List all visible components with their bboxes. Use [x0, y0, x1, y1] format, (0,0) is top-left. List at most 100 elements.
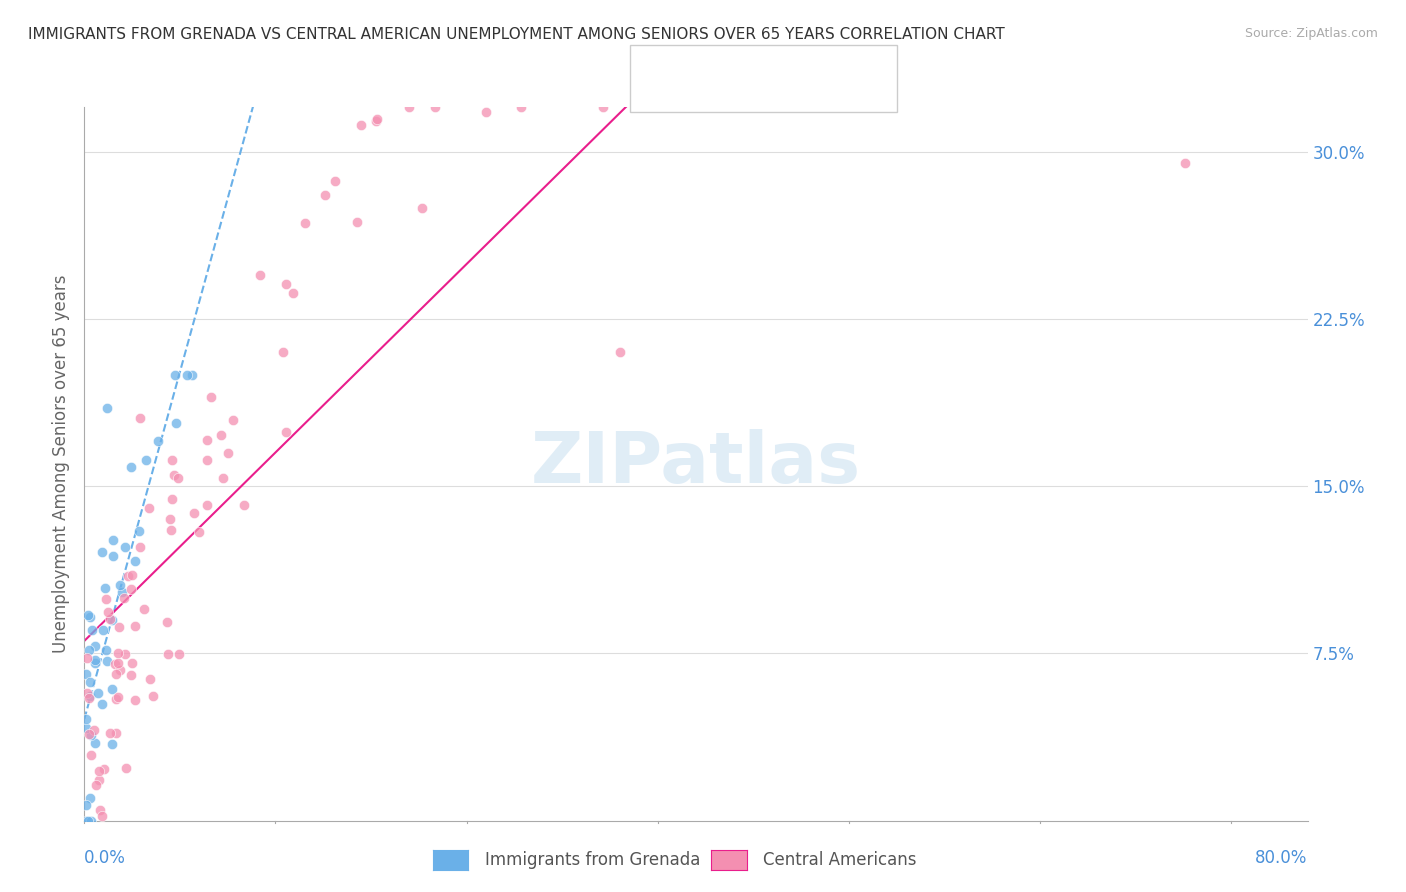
Point: [79, 675, 101, 690]
Point: [323, 174, 346, 188]
Text: 80.0%: 80.0%: [1256, 849, 1308, 867]
Point: [139, 672, 162, 686]
Text: Immigrants from Grenada: Immigrants from Grenada: [485, 851, 700, 869]
Point: [120, 582, 142, 596]
Point: [281, 285, 304, 300]
Point: [79, 609, 101, 624]
Point: [76, 686, 98, 700]
Point: [93, 762, 115, 776]
Point: [315, 187, 337, 202]
Point: [509, 100, 531, 114]
Point: [101, 737, 124, 751]
Point: [77, 642, 100, 657]
Point: [77, 814, 100, 828]
Point: [160, 523, 183, 537]
Point: [89, 803, 111, 817]
Point: [96, 654, 118, 668]
Point: [87, 764, 110, 779]
Point: [124, 693, 146, 707]
Point: [188, 525, 211, 540]
Point: [134, 602, 156, 616]
Point: [138, 500, 160, 515]
Point: [249, 268, 271, 283]
Point: [167, 471, 190, 485]
Point: [83, 639, 105, 653]
Point: [76, 650, 98, 665]
Point: [101, 613, 124, 627]
Text: R = 0.387  N = 44: R = 0.387 N = 44: [692, 58, 844, 76]
Y-axis label: Unemployment Among Seniors over 65 years: Unemployment Among Seniors over 65 years: [52, 275, 70, 653]
Point: [183, 506, 205, 520]
Point: [75, 721, 97, 735]
Point: [155, 615, 177, 629]
Text: ZIPatlas: ZIPatlas: [531, 429, 860, 499]
Point: [84, 778, 107, 792]
Point: [157, 647, 180, 661]
Point: [120, 668, 142, 682]
Point: [94, 592, 117, 607]
Point: [592, 100, 614, 114]
Point: [98, 612, 121, 626]
Point: [176, 368, 198, 382]
Point: [107, 656, 129, 670]
Point: [114, 647, 136, 661]
Point: [129, 540, 152, 554]
Point: [159, 511, 181, 525]
Point: [104, 666, 127, 681]
Point: [273, 345, 295, 359]
Point: [107, 690, 129, 705]
Point: [350, 118, 373, 132]
Point: [108, 577, 131, 591]
Point: [121, 567, 143, 582]
Point: [91, 624, 114, 638]
Point: [87, 772, 110, 787]
Point: [141, 689, 163, 703]
Point: [163, 467, 186, 482]
Text: Source: ZipAtlas.com: Source: ZipAtlas.com: [1244, 27, 1378, 40]
Point: [1174, 156, 1197, 170]
Point: [128, 410, 150, 425]
Point: [75, 797, 97, 812]
Point: [101, 682, 124, 697]
Point: [294, 216, 316, 230]
Point: [90, 697, 112, 711]
Point: [366, 112, 388, 127]
Point: [79, 791, 101, 805]
Point: [423, 100, 446, 114]
Point: [120, 460, 142, 475]
Point: [94, 581, 117, 595]
Point: [112, 591, 135, 606]
Point: [107, 646, 129, 660]
Point: [80, 728, 103, 742]
Point: [80, 623, 103, 637]
Point: [160, 453, 183, 467]
Point: [195, 453, 218, 467]
Point: [108, 620, 131, 634]
Point: [80, 747, 103, 762]
Point: [98, 725, 121, 739]
Point: [195, 434, 218, 448]
Point: [105, 725, 128, 739]
Point: [97, 605, 120, 619]
Point: [105, 692, 128, 706]
Point: [84, 653, 107, 667]
Point: [364, 114, 387, 128]
Point: [217, 445, 239, 459]
Point: [146, 434, 169, 448]
Point: [475, 105, 498, 120]
Point: [121, 657, 143, 671]
Text: Central Americans: Central Americans: [763, 851, 917, 869]
Point: [195, 498, 218, 512]
Point: [84, 736, 107, 750]
Point: [91, 808, 114, 822]
Point: [79, 691, 101, 706]
Point: [75, 667, 97, 681]
Text: IMMIGRANTS FROM GRENADA VS CENTRAL AMERICAN UNEMPLOYMENT AMONG SENIORS OVER 65 Y: IMMIGRANTS FROM GRENADA VS CENTRAL AMERI…: [28, 27, 1005, 42]
Point: [83, 723, 105, 737]
Point: [84, 656, 107, 670]
Point: [346, 215, 368, 229]
Point: [111, 585, 134, 599]
Point: [87, 686, 110, 700]
Point: [104, 657, 127, 672]
Point: [411, 202, 433, 216]
